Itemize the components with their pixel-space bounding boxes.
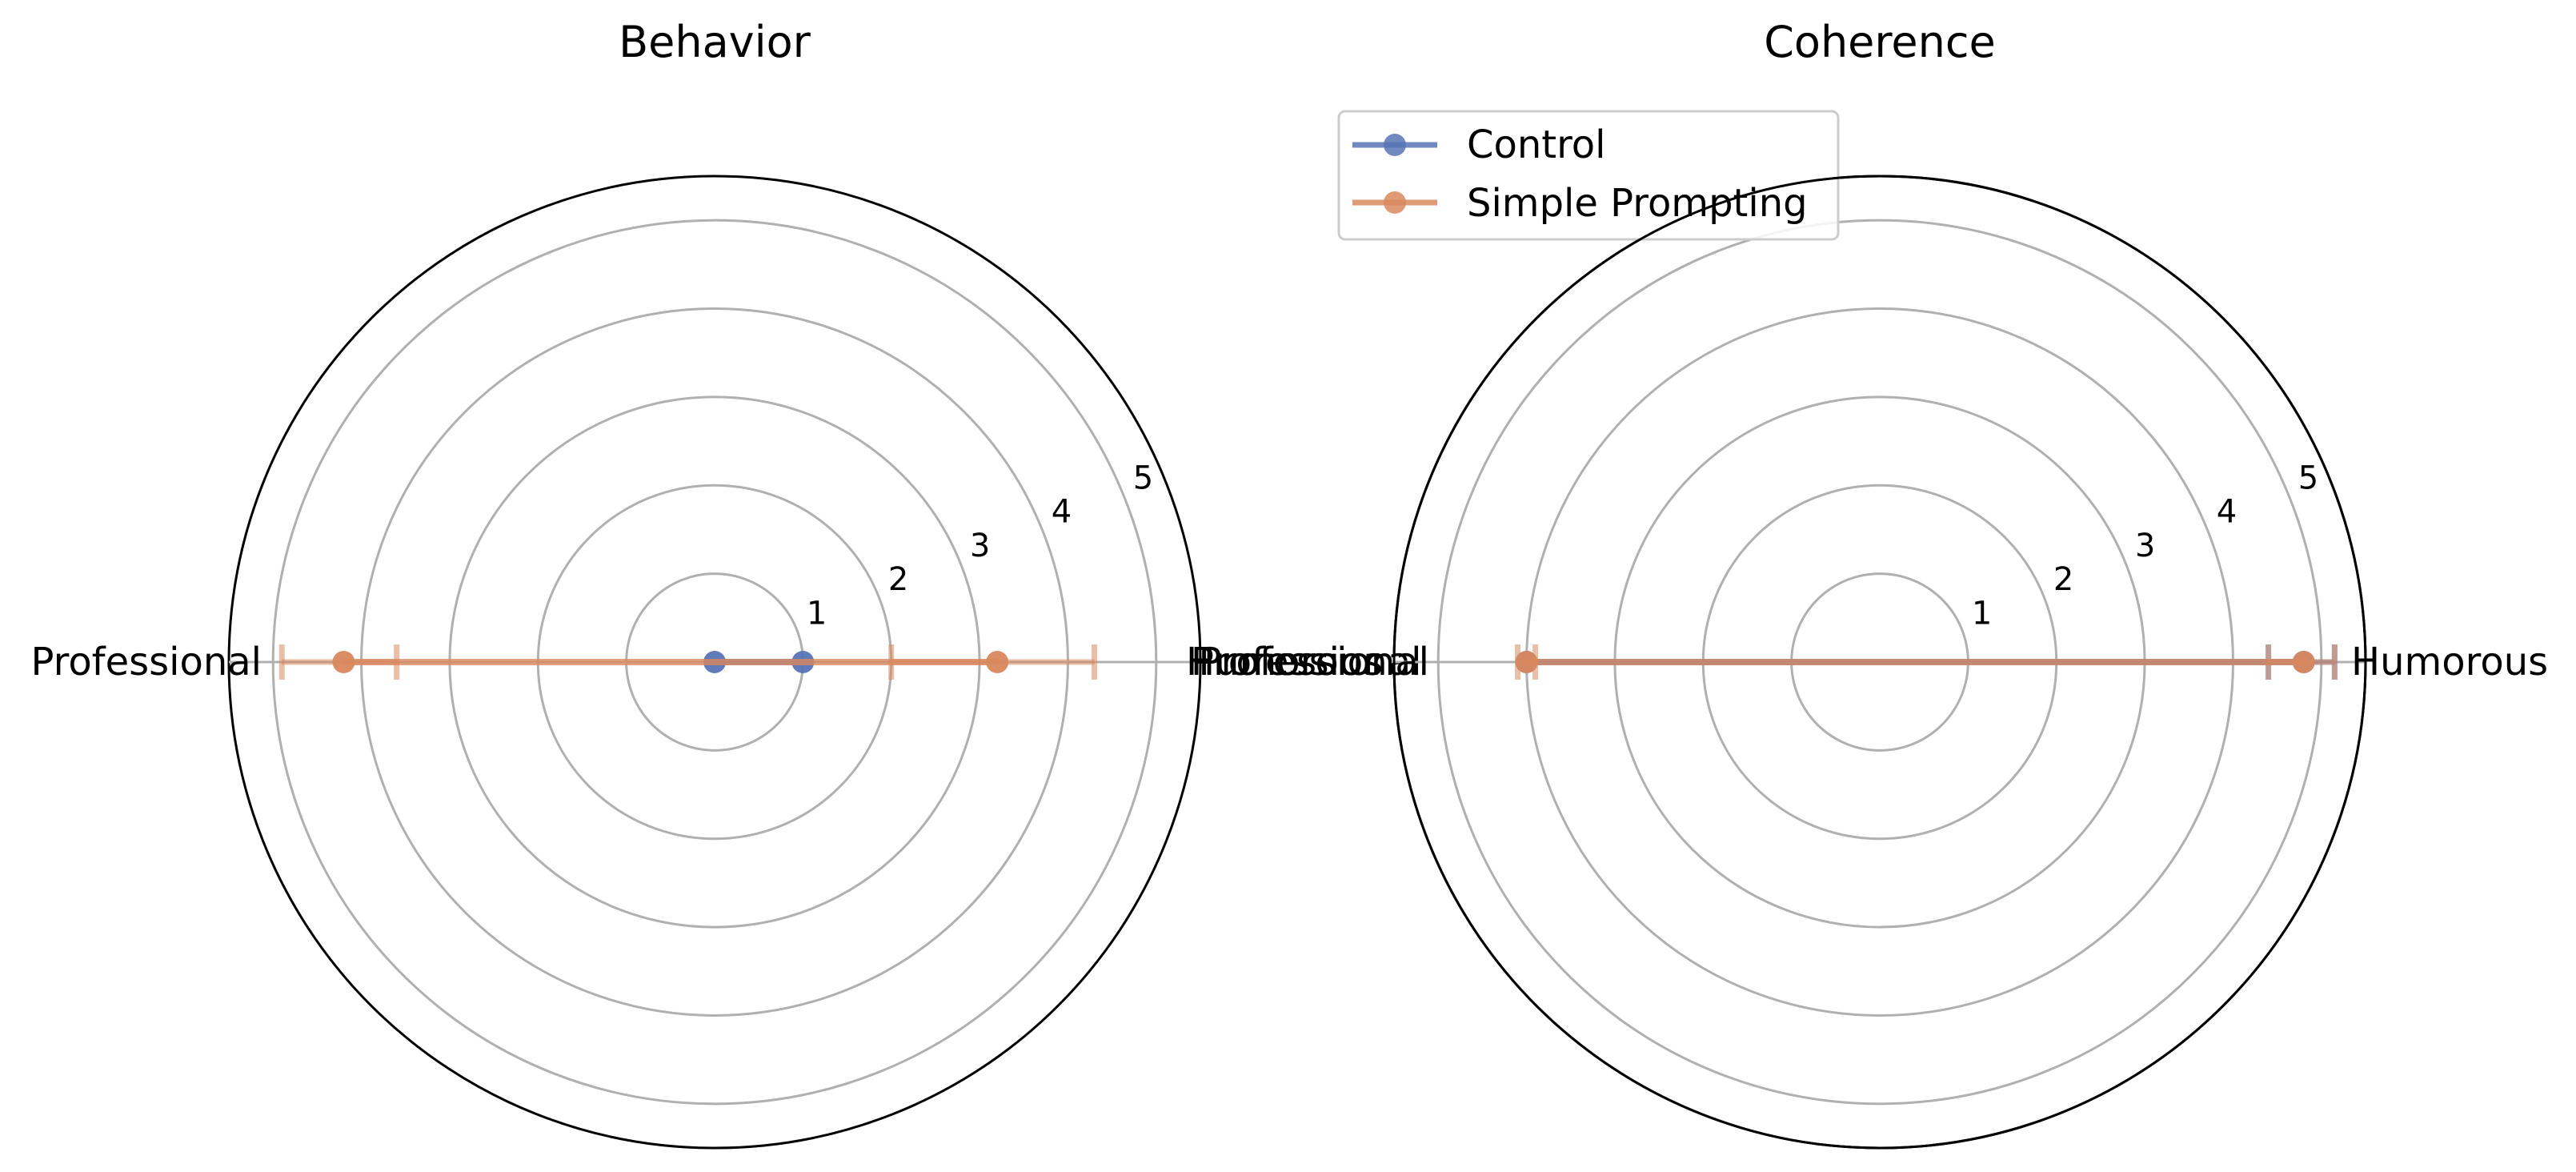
behavior-simple-prompt-point-0 [986, 651, 1009, 673]
behavior-tick-label-3: 3 [970, 528, 990, 564]
legend-box [1337, 110, 1840, 241]
legend-marker-control [1384, 134, 1406, 156]
legend-item-control: Control [1352, 122, 1606, 167]
behavior-category-label-professional: Professional [1191, 640, 1421, 684]
behavior-simple-prompt-point-1 [332, 651, 355, 673]
coherence-simple-prompt-point-1 [1515, 651, 1538, 673]
coherence-tick-label-1: 1 [1972, 595, 1992, 632]
coherence-chart-title: Coherence [1764, 17, 1996, 67]
coherence-tick-label-4: 4 [2217, 494, 2237, 531]
behavior-tick-label-4: 4 [1052, 494, 1072, 531]
behavior-radial-tick-labels: 1 2 3 4 5 [807, 460, 1153, 632]
legend-label-simple-prompting: Simple Prompting [1467, 181, 1808, 226]
legend-item-simple-prompting: Simple Prompting [1352, 181, 1808, 226]
coherence-tick-label-3: 3 [2135, 528, 2155, 564]
behavior-chart-title: Behavior [619, 17, 811, 67]
coherence-category-label-humorous: Humorous [2351, 640, 2548, 684]
coherence-tick-label-5: 5 [2298, 460, 2318, 496]
legend-label-control: Control [1467, 122, 1606, 167]
coherence-outer-ring-front [1392, 175, 2367, 1150]
behavior-series [278, 644, 1098, 680]
coherence-category-label-professional: Professional [1199, 640, 1429, 684]
behavior-tick-label-1: 1 [807, 595, 827, 632]
legend-marker-simple-prompting [1384, 191, 1406, 214]
coherence-tick-label-2: 2 [2053, 561, 2073, 598]
coherence-outer-frame [1392, 175, 2367, 1150]
behavior-tick-label-2: 2 [888, 561, 908, 598]
coherence-simple-prompt-point-0 [2292, 651, 2315, 673]
behavior-tick-label-5: 5 [1133, 460, 1153, 496]
behavior-category-label-professional-left: Professional [31, 640, 262, 684]
coherence-series [1515, 644, 2338, 680]
behavior-category-label-humorous: Humorous [1186, 640, 1383, 684]
coherence-radial-tick-labels: 1 2 3 4 5 [1972, 460, 2318, 632]
legend: Control Simple Prompting [1337, 110, 1840, 241]
behavior-radar-panel: Behavior 1 2 3 4 5 Humorous Professional Pro… [31, 17, 1421, 1150]
